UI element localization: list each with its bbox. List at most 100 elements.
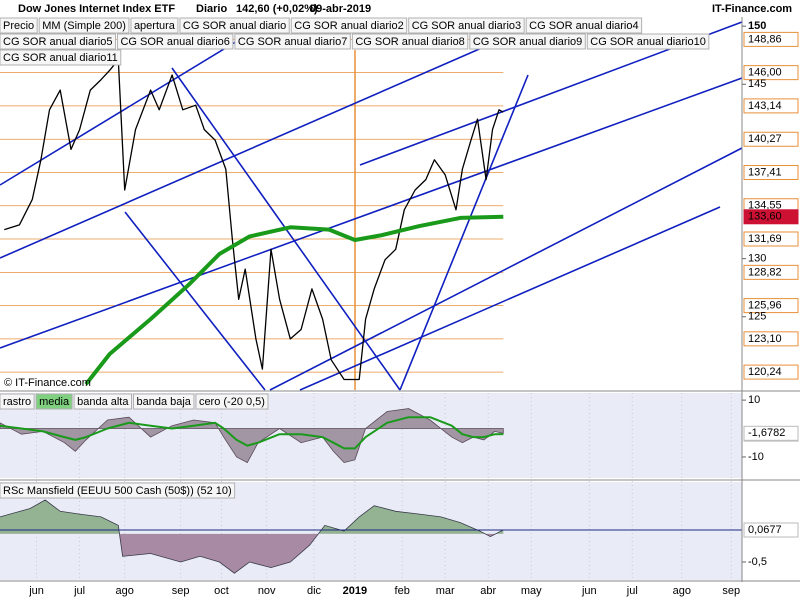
axis-box (743, 331, 799, 347)
axis-box (743, 98, 799, 114)
y-tick-label: 0,0677 (748, 524, 782, 536)
x-tick-label: jun (581, 585, 597, 597)
legend-box (130, 17, 179, 34)
x-tick-label: sep (722, 585, 740, 597)
legend-label: banda baja (136, 396, 191, 408)
trend-line (399, 74, 529, 391)
legend-label: apertura (134, 20, 176, 32)
x-tick-label: ago (673, 585, 691, 597)
axis-label-box: 131,69 (743, 231, 799, 247)
legend-item: MM (Simple 200) (38, 17, 130, 34)
legend-box (0, 17, 38, 34)
legend-label: cero (-20 0,5) (199, 396, 265, 408)
x-tick-label: may (521, 585, 542, 597)
x-tick-label: dic (307, 585, 322, 597)
axis-box (743, 298, 799, 314)
legend-box (234, 33, 351, 50)
y-tick-label: 130 (748, 253, 766, 265)
line (4, 59, 504, 381)
axis-box (743, 131, 799, 147)
legend-item: rastro (0, 393, 35, 410)
legend-label: CG SOR anual diario6 (120, 36, 229, 48)
trend-line (0, 77, 743, 349)
header (0, 0, 800, 17)
y-tick-label: 150 (748, 20, 766, 32)
legend-box (35, 393, 73, 410)
last-price: 142,60 (+0,02%) (236, 3, 318, 15)
legend-box (132, 393, 195, 410)
legend-label: CG SOR anual diario8 (355, 36, 464, 48)
legend-item: banda alta (73, 393, 132, 410)
x-tick-label: oct (214, 585, 229, 597)
legend-item: CG SOR anual diario2 (290, 17, 408, 34)
legend-label: CG SOR anual diario9 (473, 36, 582, 48)
y-tick-label: 146,00 (748, 67, 782, 79)
trend-line (269, 147, 743, 391)
legend-box (0, 482, 236, 499)
y-tick-label: 134,55 (748, 200, 782, 212)
legend-box (290, 17, 408, 34)
legend-label: CG SOR anual diario7 (238, 36, 347, 48)
y-tick-label: -1,6782 (748, 427, 785, 439)
legend-box (38, 17, 130, 34)
y-tick-label: 10 (748, 394, 760, 406)
legend-box (351, 33, 469, 50)
legend-label: MM (Simple 200) (42, 20, 126, 32)
axis-label-box: 0,0677 (743, 522, 799, 538)
legend-item: banda baja (132, 393, 195, 410)
axis-label-box: 120,24 (743, 364, 799, 380)
legend-item: CG SOR anual diario10 (586, 33, 710, 50)
x-tick-label: mar (436, 585, 455, 597)
legend-box (116, 33, 234, 50)
legend-label: CG SOR anual diario11 (3, 52, 118, 64)
axis-box (743, 209, 799, 225)
x-tick-label: jul (626, 585, 638, 597)
area-positive (0, 500, 504, 534)
trend-line (0, 39, 501, 259)
axis-box (743, 231, 799, 247)
legend-item: cero (-20 0,5) (195, 393, 269, 410)
axis-label-box: 128,82 (743, 264, 799, 280)
y-tick-label: 137,41 (748, 166, 782, 178)
legend-item: CG SOR anual diario (179, 17, 290, 34)
legend-item: CG SOR anual diario4 (525, 17, 643, 34)
axis-label-box: 125,96 (743, 298, 799, 314)
axis-box (743, 31, 799, 47)
line (0, 416, 504, 450)
axis-label-box: 146,00 (743, 65, 799, 81)
y-tick-label: 128,82 (748, 266, 782, 278)
legend-label: banda alta (77, 396, 129, 408)
x-tick-label: feb (395, 585, 410, 597)
legend-item: media (35, 393, 73, 410)
axis-box (743, 425, 799, 441)
x-tick-label: nov (258, 585, 276, 597)
axis-label-box: 148,86 (743, 31, 799, 47)
legend-item: CG SOR anual diario11 (0, 49, 122, 66)
legend-box (525, 17, 643, 34)
period: Diario (196, 3, 227, 15)
date: 09-abr-2019 (310, 3, 371, 15)
y-tick-label: 140,27 (748, 133, 782, 145)
y-tick-label: -10 (748, 451, 764, 463)
axis-box (743, 264, 799, 280)
legend-item: Precio (0, 17, 38, 34)
title: Dow Jones Internet Index ETF (18, 3, 175, 15)
axis-box (743, 65, 799, 81)
legend-box (469, 33, 586, 50)
line (0, 499, 504, 574)
plot (0, 59, 742, 574)
line (84, 214, 504, 386)
x-tick-label: jul (73, 585, 85, 597)
y-tick-label: 123,10 (748, 333, 782, 345)
axis-label-box: 133,60 (743, 209, 799, 225)
y-tick-label: -0,5 (748, 556, 767, 568)
axis-label-box: 134,55 (743, 198, 799, 214)
y-tick-label: 131,69 (748, 233, 782, 245)
legend-item: CG SOR anual diario3 (408, 17, 525, 34)
legend-item: CG SOR anual diario9 (469, 33, 586, 50)
legend-item: CG SOR anual diario8 (351, 33, 469, 50)
legend-item: RSc Mansfield (EEUU 500 Cash (50$)) (52 … (0, 482, 236, 499)
legend-item: CG SOR anual diario7 (234, 33, 351, 50)
axis-label-box: 123,10 (743, 331, 799, 347)
